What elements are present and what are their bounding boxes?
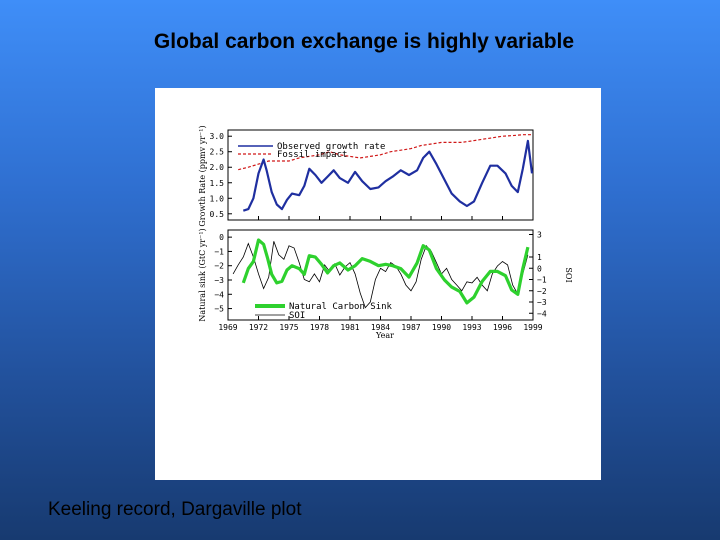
bottom-x-ticks: 1969 1972 1975 1978 1981 1984 1987 1990 1993 1996… [218,216,543,332]
xtick-label: 1981 [340,323,359,332]
top-legend: Observed growth rate Fossil impact [238,142,385,160]
fossil-impact-line [238,134,531,171]
bottom-y-ticks-right: 3 1 0 −1 −2 −3 −4 [529,231,547,318]
bottom-legend: Natural Carbon Sink SOI [255,302,393,321]
top-ylabel: Growth Rate (ppmv yr⁻¹) [198,125,207,226]
top-ytick-label: 0.5 [210,210,225,219]
carbon-exchange-chart: Growth Rate (ppmv yr⁻¹) Natural sink (Gt… [198,125,573,340]
slide-caption: Keeling record, Dargaville plot [48,499,302,520]
bottom-ytick-label: −4 [214,290,224,299]
legend-fossil-label: Fossil impact [277,150,347,160]
xtick-label: 1987 [401,323,420,332]
top-series [238,134,534,212]
soi-ytick-label: 1 [537,253,542,262]
soi-ytick-label: −1 [537,276,547,285]
natural-sink-line [241,238,530,305]
bottom-ytick-label: 0 [219,233,224,242]
bottom-ytick-label: −2 [214,262,224,271]
xtick-label: 1978 [310,323,329,332]
bottom-series [232,238,530,309]
soi-ytick-label: 3 [537,231,542,240]
bottom-ytick-label: −1 [214,247,224,256]
xtick-label: 1969 [218,323,237,332]
xtick-label: 1990 [432,323,451,332]
legend-sink-label: Natural Carbon Sink [289,302,393,312]
xtick-label: 1999 [523,323,542,332]
top-ytick-label: 1.5 [210,179,225,188]
bottom-ytick-label: −3 [214,276,224,285]
bottom-ytick-label: −5 [214,305,224,314]
slide-title: Global carbon exchange is highly variabl… [153,30,575,53]
soi-ytick-label: −4 [537,309,547,318]
legend-soi-label: SOI [289,311,305,321]
top-ytick-label: 3.0 [210,132,225,141]
bottom-ylabel: Natural sink (GtC yr⁻¹) [198,228,207,321]
soi-ytick-label: −3 [537,298,547,307]
xtick-label: 1975 [279,323,298,332]
xtick-label: 1993 [462,323,481,332]
soi-ytick-label: −2 [537,287,547,296]
top-ytick-label: 1.0 [210,194,225,203]
bottom-ylabel-right: SOI [564,267,573,282]
xtick-label: 1972 [249,323,268,332]
bottom-y-ticks: 0 −1 −2 −3 −4 −5 [214,233,232,314]
top-ytick-label: 2.5 [210,148,225,157]
top-y-ticks: 3.0 2.5 2.0 1.5 1.0 0.5 [210,132,232,219]
legend-observed-label: Observed growth rate [277,142,385,152]
bottom-xlabel: Year [375,331,394,340]
top-ytick-label: 2.0 [210,163,225,172]
xtick-label: 1996 [493,323,512,332]
xtick-label: 1984 [371,323,390,332]
soi-ytick-label: 0 [537,264,542,273]
soi-line [232,241,529,309]
figure-panel: Growth Rate (ppmv yr⁻¹) Natural sink (Gt… [155,88,601,480]
observed-growth-line [242,139,534,212]
